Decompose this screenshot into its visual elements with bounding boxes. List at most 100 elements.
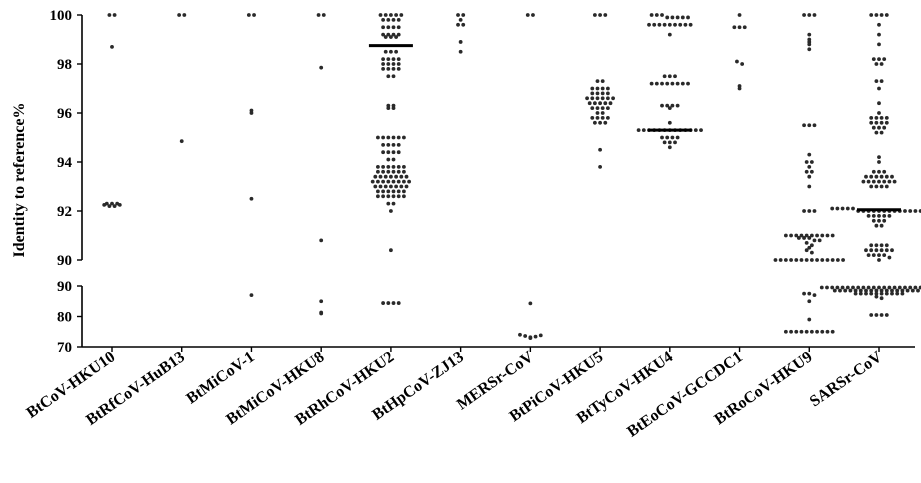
data-point bbox=[376, 135, 380, 140]
data-point bbox=[879, 120, 884, 125]
data-point bbox=[603, 101, 608, 106]
data-point bbox=[879, 288, 884, 293]
data-point bbox=[804, 248, 809, 253]
data-point bbox=[592, 101, 597, 106]
data-point bbox=[525, 13, 530, 17]
data-point bbox=[321, 13, 326, 17]
data-point bbox=[864, 248, 868, 253]
data-point bbox=[879, 130, 884, 135]
data-point bbox=[807, 123, 812, 128]
data-point bbox=[879, 62, 884, 66]
data-point bbox=[812, 238, 817, 243]
data-point bbox=[598, 165, 602, 169]
data-point bbox=[877, 253, 881, 257]
data-point bbox=[538, 333, 543, 338]
data-point bbox=[807, 209, 812, 213]
data-point bbox=[396, 169, 401, 174]
data-point bbox=[732, 25, 737, 30]
data-point bbox=[916, 288, 920, 293]
data-point bbox=[871, 57, 876, 61]
data-point bbox=[394, 184, 399, 189]
data-point bbox=[458, 49, 463, 54]
data-point bbox=[649, 81, 654, 86]
data-point bbox=[796, 236, 801, 240]
y-tick-label: 94 bbox=[57, 155, 73, 171]
data-point bbox=[686, 15, 690, 20]
data-point bbox=[882, 218, 887, 223]
data-point bbox=[678, 22, 683, 27]
data-point bbox=[675, 15, 680, 20]
data-point bbox=[890, 288, 894, 293]
data-point bbox=[783, 233, 788, 238]
data-point bbox=[903, 209, 907, 213]
data-point bbox=[851, 285, 855, 290]
data-point bbox=[871, 214, 876, 218]
data-point bbox=[830, 258, 835, 262]
data-point bbox=[840, 285, 845, 290]
data-point bbox=[879, 313, 884, 317]
data-point bbox=[386, 142, 391, 147]
data-point bbox=[905, 288, 910, 293]
data-point bbox=[386, 135, 391, 140]
data-point bbox=[812, 123, 817, 128]
data-point bbox=[737, 25, 742, 30]
data-point bbox=[381, 135, 386, 140]
data-point bbox=[585, 96, 589, 101]
data-point bbox=[182, 13, 187, 17]
data-point bbox=[882, 285, 887, 290]
data-point bbox=[830, 329, 835, 334]
data-point bbox=[396, 194, 401, 199]
data-point bbox=[383, 49, 388, 54]
data-point bbox=[884, 174, 889, 179]
data-point bbox=[879, 116, 884, 120]
data-point bbox=[874, 79, 879, 84]
data-point bbox=[680, 15, 685, 20]
data-point bbox=[396, 18, 401, 22]
data-point bbox=[789, 258, 793, 262]
data-point bbox=[783, 329, 788, 334]
data-point bbox=[693, 128, 698, 133]
data-point bbox=[869, 174, 874, 179]
data-point bbox=[892, 179, 897, 184]
data-point bbox=[396, 150, 401, 155]
data-point bbox=[608, 101, 613, 106]
data-point bbox=[316, 13, 321, 17]
data-point bbox=[908, 209, 913, 213]
data-point bbox=[866, 179, 871, 184]
data-point bbox=[670, 103, 675, 108]
data-point bbox=[807, 184, 812, 189]
data-point bbox=[528, 336, 533, 341]
data-point bbox=[391, 201, 396, 206]
data-point bbox=[595, 96, 600, 101]
data-point bbox=[592, 120, 597, 125]
data-point bbox=[665, 103, 670, 108]
data-point bbox=[670, 15, 675, 20]
data-point bbox=[809, 258, 814, 262]
data-point bbox=[832, 288, 837, 293]
data-point bbox=[391, 301, 396, 305]
data-point bbox=[783, 258, 788, 262]
data-point bbox=[835, 258, 840, 262]
data-point bbox=[882, 169, 887, 174]
data-point bbox=[879, 184, 884, 189]
data-point bbox=[391, 169, 396, 174]
data-point bbox=[319, 238, 324, 243]
data-point bbox=[396, 67, 401, 71]
data-point bbox=[789, 329, 793, 334]
data-point bbox=[458, 18, 463, 22]
data-point bbox=[386, 106, 391, 110]
data-point bbox=[799, 233, 804, 238]
data-point bbox=[884, 313, 889, 317]
data-point bbox=[670, 81, 675, 86]
data-point bbox=[458, 40, 463, 44]
data-point bbox=[396, 179, 401, 184]
data-point bbox=[877, 285, 881, 290]
data-point bbox=[675, 81, 680, 86]
data-point bbox=[866, 214, 871, 218]
data-point bbox=[675, 135, 680, 140]
data-point bbox=[107, 204, 112, 209]
data-point bbox=[600, 79, 605, 84]
data-point bbox=[107, 13, 112, 17]
data-point bbox=[807, 165, 812, 169]
data-point bbox=[856, 285, 861, 290]
